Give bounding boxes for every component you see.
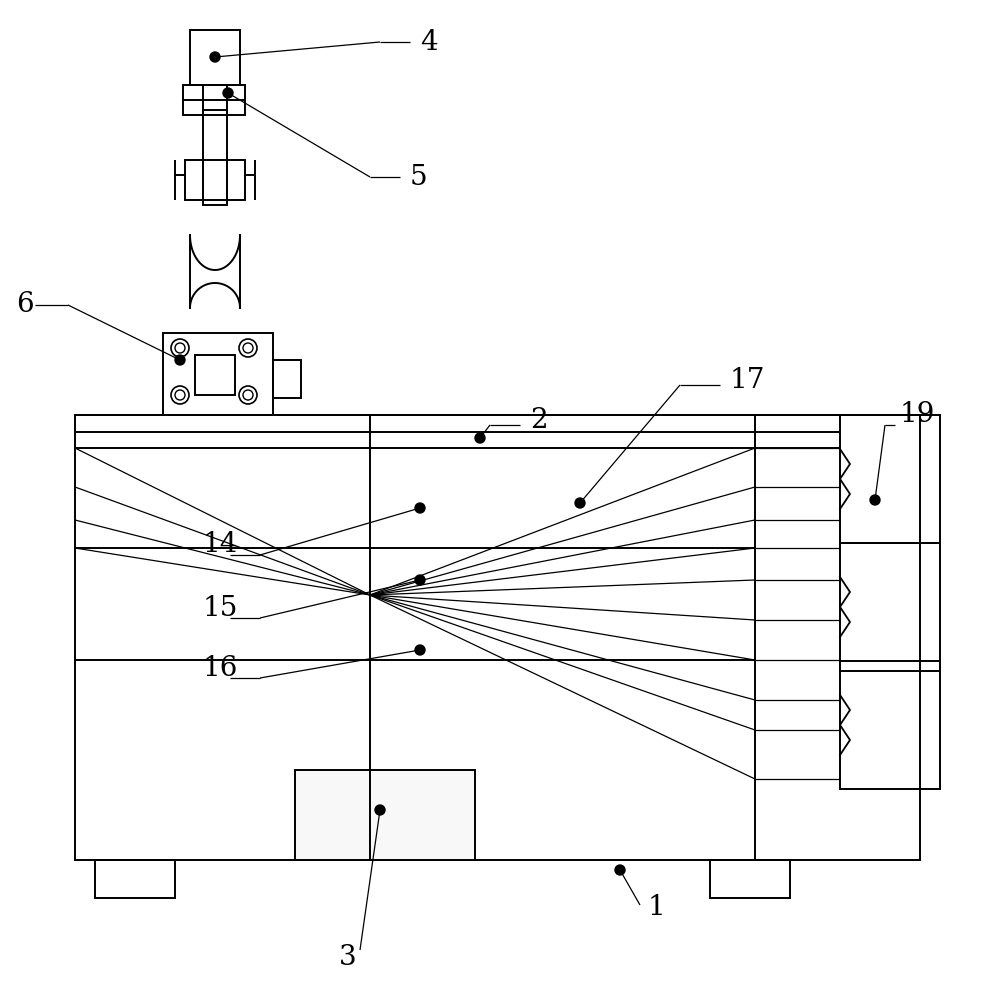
Bar <box>839 543 939 671</box>
Bar <box>185 160 245 200</box>
Bar <box>272 360 301 398</box>
Bar <box>163 333 272 415</box>
Circle shape <box>223 88 233 98</box>
Bar <box>195 355 235 395</box>
Bar <box>710 860 789 898</box>
Text: 14: 14 <box>202 532 238 558</box>
Circle shape <box>614 865 624 875</box>
Text: 2: 2 <box>530 406 547 434</box>
Circle shape <box>575 498 584 508</box>
Bar <box>75 415 919 860</box>
Bar <box>294 770 474 860</box>
Bar <box>94 860 175 898</box>
Text: 5: 5 <box>410 164 427 191</box>
Text: 17: 17 <box>730 366 764 393</box>
Circle shape <box>869 495 879 505</box>
Bar <box>839 661 939 789</box>
Circle shape <box>210 52 220 62</box>
Text: 1: 1 <box>647 894 665 921</box>
Circle shape <box>175 355 185 365</box>
Text: 16: 16 <box>202 654 238 682</box>
Text: 6: 6 <box>16 292 34 318</box>
Text: 3: 3 <box>339 944 357 971</box>
Circle shape <box>375 805 385 815</box>
Bar <box>190 30 240 85</box>
Bar <box>203 110 227 205</box>
Bar <box>183 85 245 115</box>
Circle shape <box>474 433 484 443</box>
Bar <box>839 415 939 543</box>
Circle shape <box>414 503 424 513</box>
Circle shape <box>414 645 424 655</box>
Text: 15: 15 <box>202 594 238 621</box>
Circle shape <box>414 575 424 585</box>
Text: 4: 4 <box>419 29 437 56</box>
Text: 19: 19 <box>900 401 934 428</box>
